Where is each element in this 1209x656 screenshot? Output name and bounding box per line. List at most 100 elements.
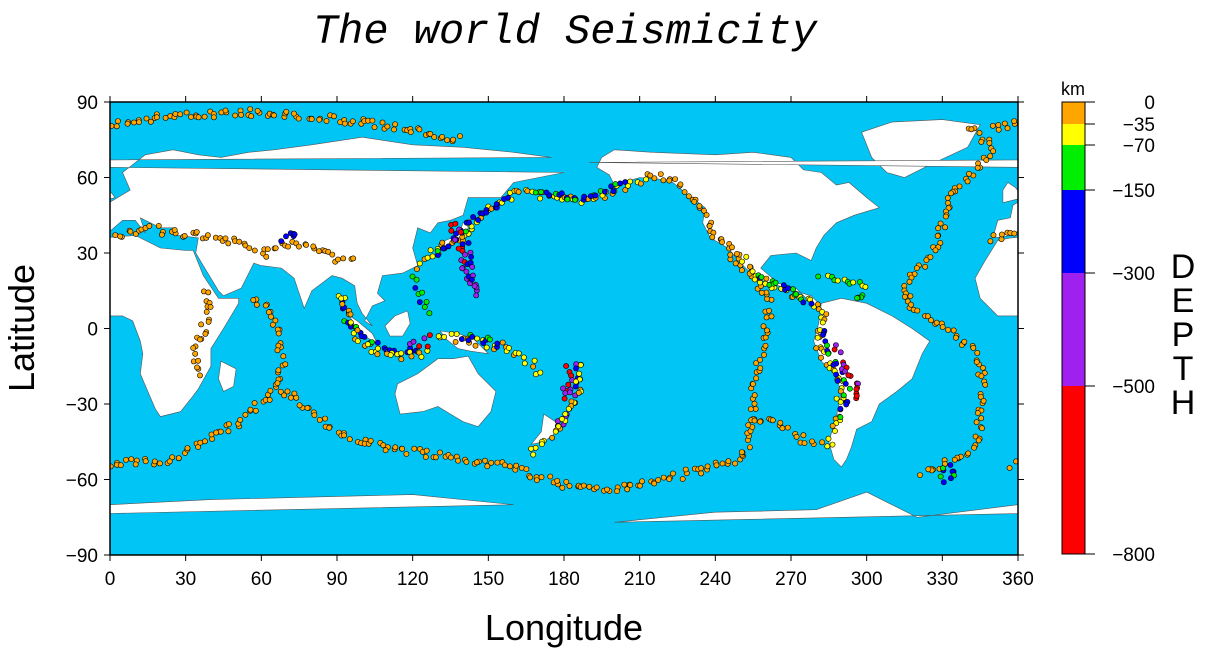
quake-point xyxy=(847,385,853,392)
quake-point xyxy=(473,459,480,466)
quake-point xyxy=(725,458,732,465)
quake-point xyxy=(830,361,837,368)
quake-point xyxy=(143,115,150,122)
quake-point xyxy=(549,434,555,441)
colorbar-title-letter: H xyxy=(1171,384,1196,422)
quake-point xyxy=(237,416,244,423)
quake-point xyxy=(151,458,158,465)
quake-point xyxy=(455,457,461,464)
quake-point xyxy=(621,481,628,488)
quake-point xyxy=(444,137,450,143)
y-tick-label: −90 xyxy=(66,546,98,567)
quake-point xyxy=(638,180,644,187)
quake-point xyxy=(147,118,154,125)
quake-point xyxy=(760,323,767,330)
colorbar-title-letter: T xyxy=(1173,350,1194,388)
quake-point xyxy=(275,367,282,374)
quake-point xyxy=(459,241,466,247)
x-tick-label: 210 xyxy=(624,569,656,590)
quake-point xyxy=(939,324,946,330)
quake-point xyxy=(937,473,944,480)
quake-point xyxy=(563,478,570,485)
quake-point xyxy=(679,476,686,482)
quake-point xyxy=(973,359,980,365)
quake-point xyxy=(408,353,415,360)
quake-point xyxy=(696,203,703,209)
quake-point xyxy=(426,310,433,317)
quake-point xyxy=(747,444,753,451)
quake-point xyxy=(113,123,120,130)
quake-point xyxy=(285,243,291,250)
quake-point xyxy=(347,319,354,326)
quake-point xyxy=(800,299,807,306)
quake-point xyxy=(564,196,571,203)
quake-point xyxy=(263,253,270,260)
x-tick-label: 90 xyxy=(326,569,347,590)
quake-point xyxy=(719,239,725,245)
quake-point xyxy=(452,338,459,345)
quake-point xyxy=(465,337,472,344)
quake-point xyxy=(283,108,290,115)
quake-point xyxy=(935,225,941,232)
quake-point xyxy=(295,243,302,250)
quake-point xyxy=(998,236,1005,243)
quake-point xyxy=(840,392,847,399)
quake-point xyxy=(210,114,217,121)
quake-point xyxy=(494,340,501,347)
quake-point xyxy=(441,333,447,340)
quake-point xyxy=(627,178,633,185)
y-axis-ticks: 90 60 30 0 −30 −60 −90 xyxy=(66,93,1024,567)
quake-point xyxy=(592,192,599,199)
quake-point xyxy=(483,209,490,216)
quake-point xyxy=(732,260,739,267)
quake-point xyxy=(602,188,608,195)
quake-point xyxy=(657,171,664,177)
y-tick-label: −60 xyxy=(66,471,98,492)
quake-point xyxy=(452,236,458,243)
quake-point xyxy=(195,114,202,121)
quake-point xyxy=(784,424,791,431)
land-uk xyxy=(110,190,116,200)
quake-point xyxy=(829,422,836,429)
quake-point xyxy=(413,276,420,283)
quake-point xyxy=(379,119,386,126)
quake-point xyxy=(979,425,985,432)
quake-point xyxy=(429,253,436,260)
quake-point xyxy=(222,235,229,242)
quake-point xyxy=(484,463,491,470)
quake-point xyxy=(308,116,315,122)
quake-point xyxy=(666,476,673,482)
quake-point xyxy=(801,440,808,446)
quake-point xyxy=(473,292,480,299)
quake-point xyxy=(153,114,160,121)
quake-point xyxy=(785,285,792,291)
quake-point xyxy=(701,207,707,214)
quake-point xyxy=(423,447,430,454)
quake-point xyxy=(604,486,610,493)
quake-point xyxy=(902,293,908,300)
quake-point xyxy=(437,449,443,456)
quake-point xyxy=(691,198,698,205)
quake-point xyxy=(190,345,197,351)
quake-point xyxy=(558,190,565,197)
quake-point xyxy=(238,112,244,118)
quake-point xyxy=(686,193,692,200)
y-tick-label: 0 xyxy=(87,320,98,341)
quake-point xyxy=(793,291,799,298)
quake-point xyxy=(780,282,787,289)
quake-point xyxy=(824,342,830,349)
x-tick-label: 240 xyxy=(699,569,731,590)
quake-point xyxy=(410,338,417,345)
quake-point xyxy=(450,136,456,143)
quake-point xyxy=(739,258,745,265)
quake-point xyxy=(666,177,673,184)
quake-point xyxy=(971,444,977,451)
quake-point xyxy=(942,224,948,231)
quake-point xyxy=(419,289,425,296)
quake-point xyxy=(703,212,710,218)
map-area xyxy=(110,102,1018,555)
quake-point xyxy=(987,238,994,245)
quake-point xyxy=(986,140,993,146)
quake-point xyxy=(468,253,474,260)
